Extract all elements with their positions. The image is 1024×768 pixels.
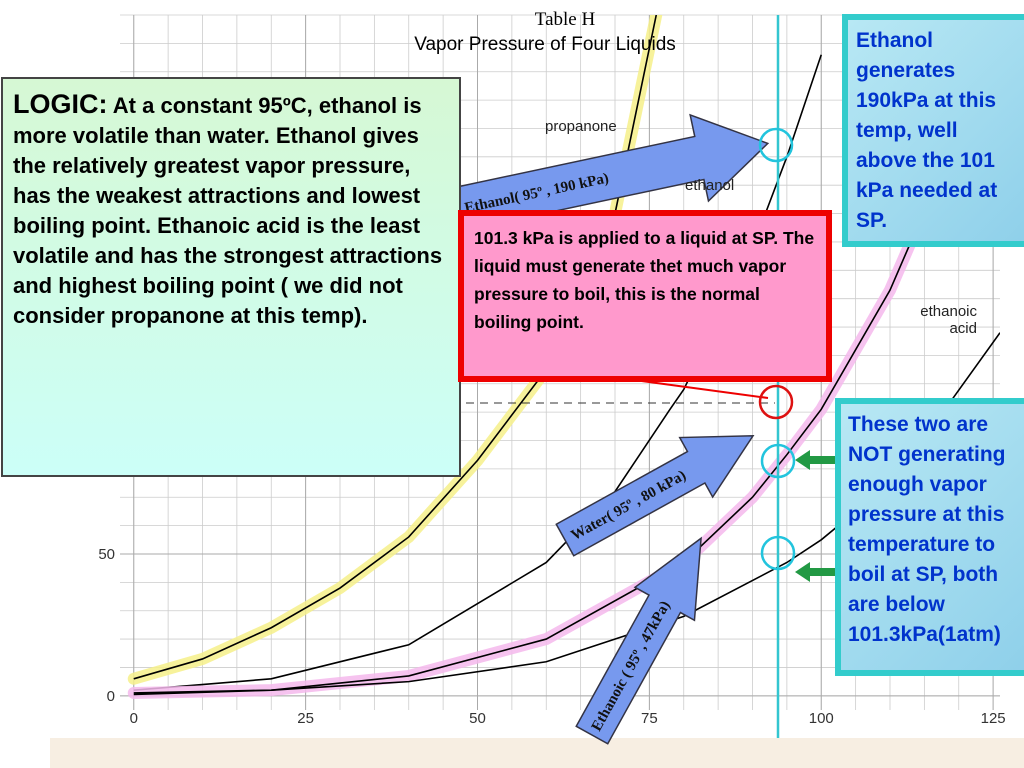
series-label: propanone xyxy=(545,118,617,135)
below-box: These two are NOT generating enough vapo… xyxy=(835,398,1024,676)
x-tick-label: 125 xyxy=(981,710,1006,727)
y-tick-label: 50 xyxy=(98,546,115,563)
x-tick-label: 75 xyxy=(641,710,658,727)
circles xyxy=(758,127,796,571)
arrow-label: Water( 95º , 80 kPa) xyxy=(569,468,689,544)
series-label: ethanoic acid xyxy=(920,303,977,337)
logic-box: LOGIC: At a constant 95ºC, ethanol is mo… xyxy=(1,77,461,477)
arrow-water: Water( 95º , 80 kPa) xyxy=(555,434,755,557)
x-tick-label: 100 xyxy=(809,710,834,727)
ethanol-box: Ethanol generates 190kPa at this temp, w… xyxy=(842,14,1024,247)
green-arrows xyxy=(795,450,835,582)
chart-title: Table H xyxy=(535,9,596,30)
chart-subtitle: Vapor Pressure of Four Liquids xyxy=(414,34,676,55)
x-tick-label: 0 xyxy=(130,710,138,727)
x-tick-label: 25 xyxy=(297,710,314,727)
bottom-strip xyxy=(50,738,1024,768)
logic-heading: LOGIC: xyxy=(13,89,108,119)
y-tick-label: 0 xyxy=(107,688,115,705)
logic-text: At a constant 95ºC, ethanol is more vola… xyxy=(13,93,443,328)
series-label: ethanol xyxy=(685,177,735,194)
x-tick-label: 50 xyxy=(469,710,486,727)
curve xyxy=(133,54,823,691)
sp-box: 101.3 kPa is applied to a liquid at SP. … xyxy=(458,210,832,382)
arrow-label: Ethanoic ( 95º , 47kPa) xyxy=(589,598,674,734)
